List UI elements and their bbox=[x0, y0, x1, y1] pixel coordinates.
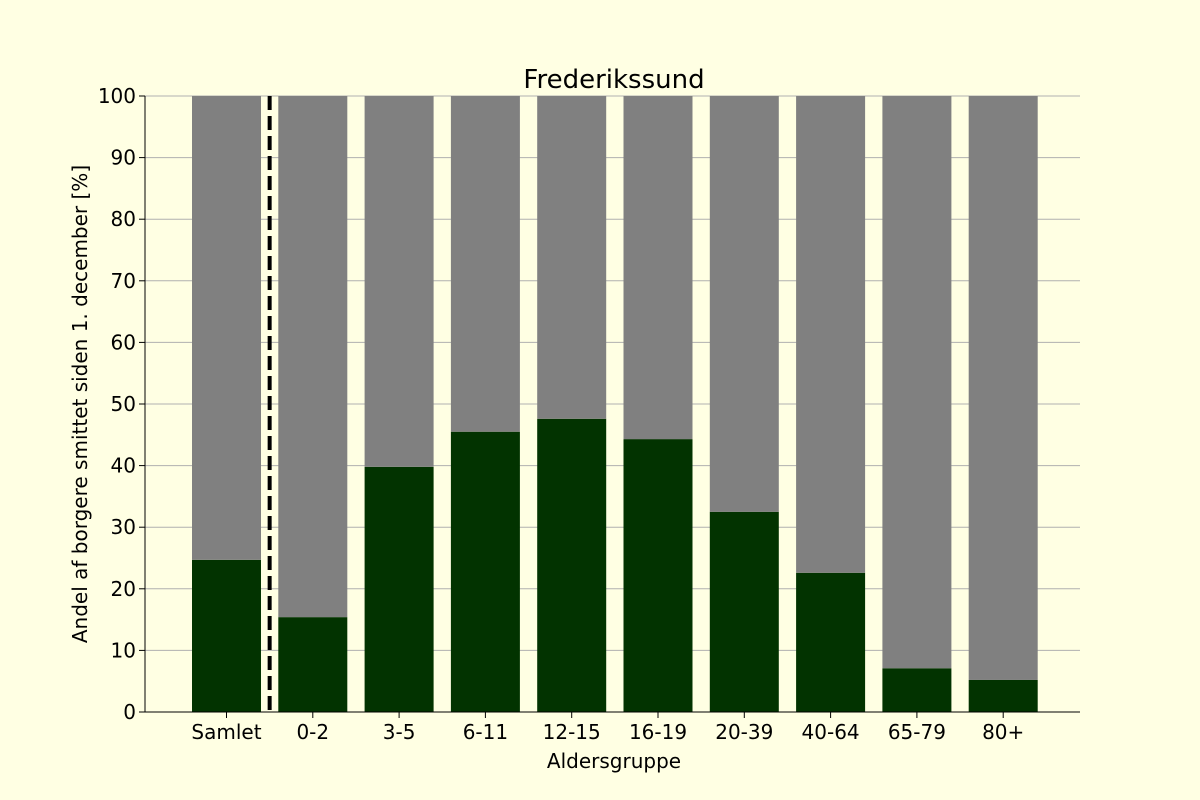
x-axis-title: Aldersgruppe bbox=[547, 749, 681, 773]
y-axis-title: Andel af borgere smittet siden 1. decemb… bbox=[68, 165, 92, 643]
bars bbox=[192, 96, 1038, 712]
bar-infected bbox=[709, 511, 779, 712]
x-tick-label: 6-11 bbox=[463, 720, 508, 744]
y-tick-label: 30 bbox=[111, 515, 136, 539]
x-tick-label: 40-64 bbox=[802, 720, 860, 744]
bar-infected bbox=[537, 418, 607, 712]
bar-remainder bbox=[882, 96, 952, 669]
y-tick-label: 50 bbox=[111, 392, 136, 416]
bar-infected bbox=[278, 617, 348, 712]
y-tick-label: 90 bbox=[111, 146, 136, 170]
x-tick-label: 65-79 bbox=[888, 720, 946, 744]
bar-remainder bbox=[450, 96, 520, 432]
bar-remainder bbox=[968, 96, 1038, 680]
bar-infected bbox=[796, 572, 866, 712]
bar-remainder bbox=[364, 96, 434, 467]
bar-remainder bbox=[709, 96, 779, 512]
x-tick-label: 3-5 bbox=[383, 720, 416, 744]
bar-remainder bbox=[192, 96, 261, 560]
x-tick-label: Samlet bbox=[191, 720, 261, 744]
y-tick-label: 0 bbox=[123, 700, 136, 724]
y-axis-ticks: 0 10 20 30 40 50 60 70 80 90 100 bbox=[98, 84, 145, 724]
bar-infected bbox=[192, 559, 261, 712]
x-tick-label: 16-19 bbox=[629, 720, 687, 744]
x-tick-label: 12-15 bbox=[543, 720, 601, 744]
y-tick-label: 80 bbox=[111, 207, 136, 231]
y-tick-label: 20 bbox=[111, 577, 136, 601]
bar-infected bbox=[968, 679, 1038, 712]
bar-remainder bbox=[537, 96, 607, 419]
bar-infected bbox=[882, 668, 952, 712]
bar-infected bbox=[364, 466, 434, 712]
bar-infected bbox=[450, 431, 520, 712]
y-tick-label: 10 bbox=[111, 638, 136, 662]
x-axis-ticks: Samlet 0-2 3-5 6-11 12-15 16-19 20-39 40-64 65-7… bbox=[191, 712, 1024, 744]
x-tick-label: 80+ bbox=[982, 720, 1024, 744]
x-tick-label: 20-39 bbox=[715, 720, 773, 744]
bar-remainder bbox=[278, 96, 348, 618]
bar-remainder bbox=[796, 96, 866, 573]
bar-infected bbox=[623, 439, 693, 712]
chart-title: Frederikssund bbox=[523, 65, 704, 95]
y-tick-label: 100 bbox=[98, 84, 136, 108]
y-tick-label: 60 bbox=[111, 330, 136, 354]
bar-remainder bbox=[623, 96, 693, 440]
y-tick-label: 40 bbox=[111, 454, 136, 478]
x-tick-label: 0-2 bbox=[296, 720, 329, 744]
y-tick-label: 70 bbox=[111, 269, 136, 293]
